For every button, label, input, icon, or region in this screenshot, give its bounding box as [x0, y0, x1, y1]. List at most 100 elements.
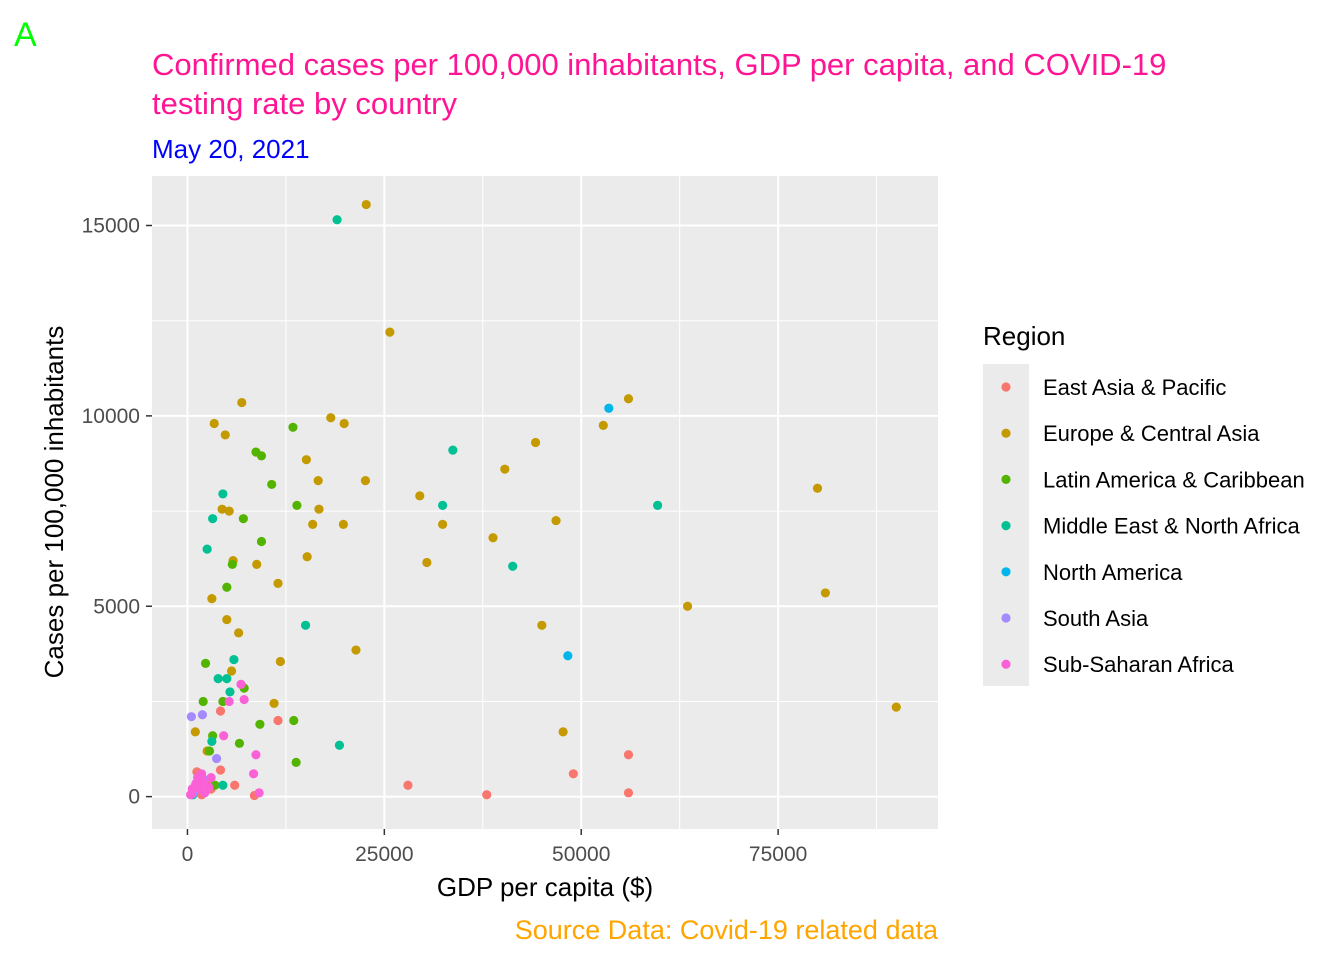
point-europe-central-asia [415, 491, 425, 501]
x-tick-label: 0 [182, 843, 194, 866]
legend-label: South Asia [1043, 606, 1149, 631]
point-south-asia [186, 712, 196, 722]
point-europe-central-asia [422, 557, 432, 568]
legend-label: North America [1043, 560, 1183, 585]
legend-label: East Asia & Pacific [1043, 375, 1226, 400]
point-middle-east-north-africa [229, 654, 239, 665]
point-south-asia [197, 710, 208, 720]
y-tick-label: 0 [128, 786, 140, 809]
point-latin-america-caribbean [200, 658, 211, 668]
point-europe-central-asia [302, 552, 312, 562]
point-europe-central-asia [438, 519, 448, 529]
legend-label: Europe & Central Asia [1043, 421, 1260, 446]
point-middle-east-north-africa [334, 740, 345, 750]
data-points [185, 199, 901, 801]
point-east-asia-pacific [623, 750, 634, 760]
point-latin-america-caribbean [255, 719, 265, 729]
point-europe-central-asia [820, 588, 830, 598]
point-europe-central-asia [537, 620, 547, 630]
point-europe-central-asia [812, 483, 823, 493]
point-europe-central-asia [682, 601, 693, 611]
legend-label: Sub-Saharan Africa [1043, 652, 1235, 677]
legend-label: Latin America & Caribbean [1043, 467, 1305, 492]
point-europe-central-asia [326, 413, 336, 423]
point-europe-central-asia [275, 656, 285, 667]
point-middle-east-north-africa [448, 445, 458, 455]
point-sub-saharan-africa [239, 694, 249, 705]
point-latin-america-caribbean [227, 559, 237, 569]
point-middle-east-north-africa [508, 561, 518, 571]
point-sub-saharan-africa [204, 782, 214, 792]
point-sub-saharan-africa [251, 750, 261, 760]
y-axis-label: Cases per 100,000 inhabitants [39, 326, 69, 679]
point-east-asia-pacific [215, 706, 226, 716]
point-north-america [563, 651, 573, 661]
x-tick-label: 50000 [552, 843, 610, 866]
panel-label: A [14, 16, 37, 54]
point-latin-america-caribbean [198, 696, 208, 707]
x-tick-label: 25000 [355, 843, 413, 866]
point-east-asia-pacific [623, 788, 634, 798]
point-europe-central-asia [237, 397, 247, 408]
point-middle-east-north-africa [332, 215, 342, 225]
legend-key [1001, 613, 1011, 623]
point-europe-central-asia [361, 199, 371, 210]
point-latin-america-caribbean [291, 757, 301, 767]
point-europe-central-asia [207, 594, 217, 604]
y-tick-label: 15000 [82, 214, 140, 237]
chart-caption: Source Data: Covid-19 related data [515, 915, 939, 945]
y-tick-label: 5000 [93, 595, 140, 618]
legend-label: Middle East & North Africa [1043, 514, 1301, 539]
point-middle-east-north-africa [438, 500, 448, 510]
point-europe-central-asia [339, 418, 349, 429]
point-sub-saharan-africa [185, 790, 196, 800]
point-latin-america-caribbean [292, 500, 302, 510]
legend-key [1001, 428, 1011, 438]
point-middle-east-north-africa [300, 620, 311, 630]
point-middle-east-north-africa [213, 674, 223, 684]
point-europe-central-asia [273, 578, 283, 589]
y-tick-label: 10000 [82, 405, 140, 428]
point-middle-east-north-africa [222, 674, 232, 684]
point-east-asia-pacific [482, 790, 492, 800]
point-europe-central-asia [226, 666, 237, 676]
point-middle-east-north-africa [202, 544, 212, 554]
legend-key [1001, 474, 1011, 484]
point-south-asia [211, 753, 222, 764]
point-europe-central-asia [488, 533, 498, 543]
legend-key [1001, 659, 1011, 669]
point-sub-saharan-africa [248, 769, 259, 779]
point-europe-central-asia [558, 727, 568, 737]
point-europe-central-asia [313, 476, 323, 486]
point-europe-central-asia [338, 519, 348, 529]
y-axis: 0 5000 10000 15000 [82, 214, 152, 809]
point-middle-east-north-africa [653, 500, 663, 510]
gridlines [152, 176, 938, 829]
chart-title-line-2: testing rate by country [152, 86, 457, 121]
point-middle-east-north-africa [207, 736, 217, 747]
point-europe-central-asia [269, 698, 279, 708]
x-tick-label: 75000 [749, 843, 807, 866]
x-axis: 0 25000 50000 75000 [182, 829, 807, 866]
x-axis-label: GDP per capita ($) [437, 872, 653, 902]
chart-subtitle: May 20, 2021 [152, 134, 310, 164]
chart-title-line-1: Confirmed cases per 100,000 inhabitants,… [152, 47, 1166, 82]
point-europe-central-asia [360, 476, 371, 486]
point-east-asia-pacific [568, 769, 578, 779]
point-sub-saharan-africa [206, 772, 216, 783]
plot-panel [152, 176, 938, 829]
point-europe-central-asia [551, 515, 561, 526]
point-latin-america-caribbean [256, 451, 267, 461]
point-europe-central-asia [217, 504, 227, 514]
point-sub-saharan-africa [219, 731, 229, 741]
point-latin-america-caribbean [267, 479, 277, 490]
point-east-asia-pacific [403, 780, 413, 790]
point-latin-america-caribbean [288, 422, 298, 432]
point-europe-central-asia [209, 418, 219, 429]
point-europe-central-asia [301, 455, 311, 465]
point-europe-central-asia [351, 645, 361, 655]
point-europe-central-asia [252, 559, 262, 569]
point-europe-central-asia [234, 628, 244, 638]
point-europe-central-asia [308, 519, 318, 529]
